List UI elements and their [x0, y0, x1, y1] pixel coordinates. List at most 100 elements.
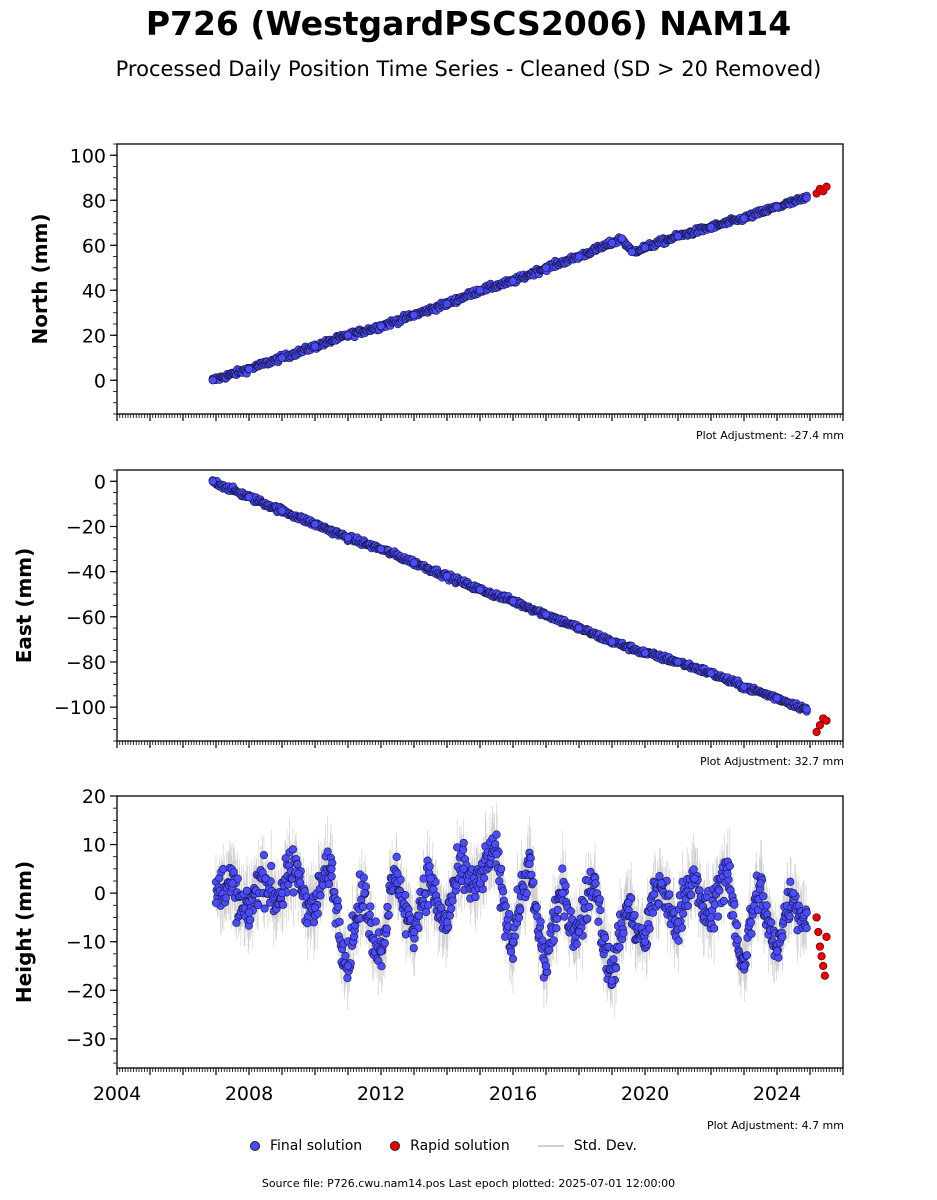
final-solution-point: [448, 896, 457, 905]
x-tick-label: 2024: [753, 1083, 801, 1105]
panel-0: 100 80 60 40 20 0 North (mm): [28, 143, 844, 421]
final-solution-point: [583, 914, 592, 923]
final-solution-point: [310, 342, 320, 351]
final-solution-point: [545, 946, 554, 955]
final-solution-point: [277, 506, 287, 515]
final-solution-point: [713, 912, 723, 921]
final-solution-point: [261, 874, 270, 883]
final-solution-point: [747, 929, 756, 938]
final-solution-point: [536, 917, 545, 926]
final-solution-point: [360, 889, 369, 898]
final-solution-point: [574, 927, 584, 937]
rapid-solution-point: [815, 942, 825, 951]
final-solution-point: [504, 909, 514, 919]
rapid-solution-point: [815, 721, 825, 730]
final-solution-point: [371, 917, 380, 926]
final-solution-point: [772, 693, 782, 703]
final-solution-point: [516, 905, 525, 915]
y-tick-label: −80: [66, 652, 106, 674]
final-solution-point: [380, 938, 389, 948]
legend-stddev: Std. Dev.: [537, 1138, 637, 1154]
final-solution-point: [630, 911, 639, 920]
final-solution-point: [558, 864, 567, 873]
final-solution-point: [475, 585, 485, 594]
final-solution-point: [759, 892, 768, 901]
rapid-solution-points: [812, 913, 831, 980]
final-solution-point: [585, 902, 594, 912]
final-solution-point: [425, 862, 434, 871]
final-solution-point: [541, 610, 551, 619]
final-solution-point: [553, 905, 562, 915]
final-solution-point: [522, 889, 531, 898]
panel-2: 20 10 0 −10 −20 −30 2004 2008 2012 2016 2020 2024 He…: [12, 786, 844, 1105]
final-solution-point: [508, 954, 518, 963]
final-solution-point: [674, 936, 683, 945]
final-solution-point: [767, 918, 776, 927]
y-tick-label: −100: [54, 697, 106, 719]
final-solution-point: [365, 910, 374, 919]
rapid-solution-point: [817, 952, 826, 961]
data-points: [211, 802, 831, 1019]
final-solution-point: [802, 924, 811, 933]
final-solution-point: [361, 882, 370, 891]
final-solution-point: [382, 924, 391, 933]
y-tick-label: −10: [66, 932, 106, 954]
final-solution-point: [619, 929, 628, 938]
final-solution-point: [221, 893, 230, 902]
final-solution-point: [612, 964, 621, 973]
y-tick-label: −20: [66, 980, 106, 1002]
final-solution-point: [414, 911, 424, 920]
final-solution-point: [786, 877, 795, 886]
final-solution-point: [327, 872, 336, 881]
final-solution-point: [442, 299, 452, 308]
final-solution-point: [572, 940, 581, 949]
rapid-solution-point: [822, 182, 831, 191]
y-tick-label: −60: [66, 607, 106, 629]
rapid-solution-point: [814, 927, 823, 937]
source-file-note: Source file: P726.cwu.nam14.pos Last epo…: [261, 1177, 676, 1190]
height-plot-adjustment: Plot Adjustment: 4.7 mm: [706, 1119, 844, 1132]
final-solution-point: [508, 596, 518, 606]
x-tick-label: 2004: [93, 1083, 141, 1105]
rapid-solution-marker-icon: [390, 1141, 401, 1151]
final-solution-point: [376, 947, 386, 956]
final-solution-point: [383, 902, 392, 912]
final-solution-point: [475, 879, 485, 888]
legend-stddev-label: Std. Dev.: [573, 1138, 637, 1154]
final-solution-point: [615, 943, 624, 952]
final-solution-point: [529, 878, 538, 887]
final-solution-point: [259, 851, 269, 860]
final-solution-point: [566, 907, 575, 916]
final-solution-point: [437, 903, 446, 912]
final-solution-point: [294, 869, 303, 878]
final-solution-point: [706, 669, 716, 678]
legend: Final solution Rapid solution Std. Dev.: [250, 1138, 637, 1154]
final-solution-point: [739, 961, 749, 971]
final-solution-point: [260, 904, 269, 913]
final-solution-point: [689, 865, 698, 874]
legend-final: Final solution: [250, 1138, 362, 1154]
final-solution-point: [208, 477, 217, 486]
final-solution-point: [228, 879, 237, 888]
final-solution-point: [246, 915, 255, 924]
final-solution-point: [624, 898, 633, 907]
final-solution-point: [802, 193, 811, 203]
final-solution-point: [657, 879, 666, 888]
final-solution-point: [293, 860, 302, 869]
final-solution-point: [640, 648, 650, 658]
final-solution-point: [541, 961, 551, 971]
final-solution-point: [492, 850, 501, 859]
final-solution-point: [574, 252, 584, 261]
final-solution-point: [802, 908, 811, 917]
final-solution-point: [377, 962, 386, 971]
y-tick-label: 20: [82, 325, 106, 347]
final-solution-point: [392, 852, 401, 862]
y-tick-label: −40: [66, 562, 106, 584]
final-solution-point: [706, 913, 716, 922]
final-solution-point: [607, 976, 617, 985]
final-solution-point: [508, 277, 518, 286]
final-solution-point: [211, 898, 221, 907]
final-solution-point: [310, 520, 320, 529]
final-solution-point: [541, 263, 551, 272]
final-solution-point: [552, 924, 561, 933]
